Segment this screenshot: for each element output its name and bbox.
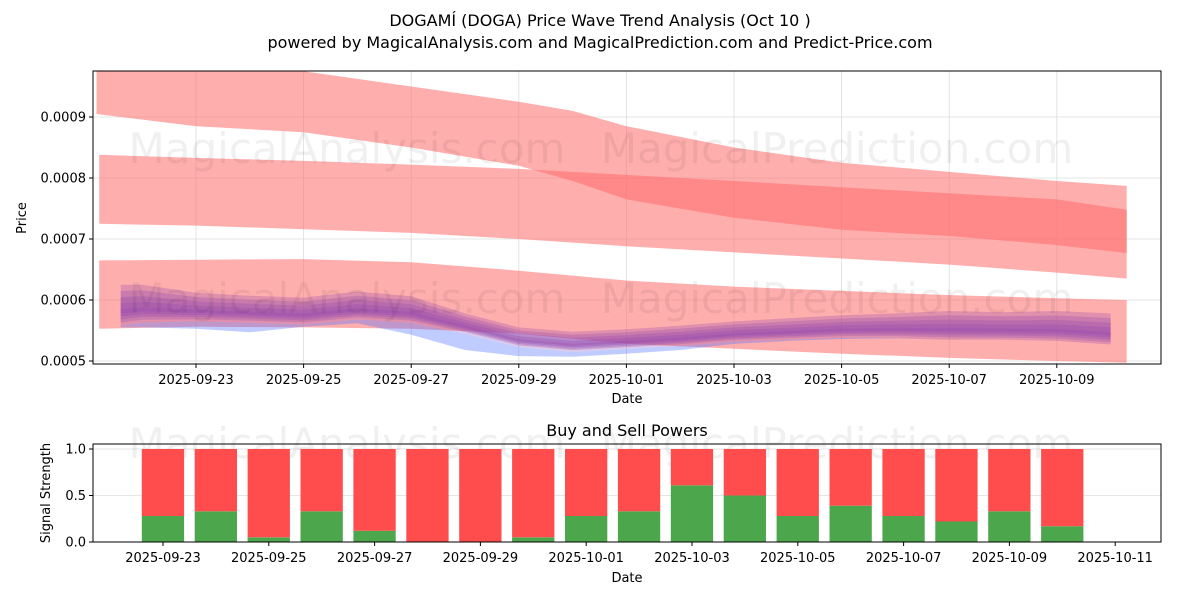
wave-low-area [120, 319, 1111, 357]
sell-bar [776, 449, 819, 516]
y-tick-label: 0.0007 [41, 233, 87, 248]
sell-bar [300, 449, 343, 512]
wave-area [120, 284, 1111, 352]
x-tick-label: 2025-09-25 [231, 551, 307, 566]
buy-bar [512, 537, 555, 543]
sell-bar [617, 449, 661, 512]
x-tick-label: 2025-10-05 [760, 551, 836, 566]
y-tick-label: 0.0009 [41, 111, 87, 126]
sell-bar [565, 449, 608, 516]
buy-bar [353, 530, 396, 542]
buy-bar [300, 511, 343, 542]
buy-sell-chart: MagicalAnalysis.com MagicalPrediction.com… [39, 419, 1162, 586]
x-tick-label: 2025-09-27 [373, 373, 449, 388]
middle-band [99, 154, 1127, 279]
wave-area [120, 296, 1111, 349]
sell-bar [353, 449, 396, 531]
sell-bar [194, 449, 237, 512]
buy-bar [141, 516, 185, 542]
price-chart: MagicalAnalysis.com MagicalPrediction.com… [15, 70, 1162, 407]
y-axis-label: Price [15, 202, 30, 234]
x-axis-label: Date [611, 571, 642, 586]
buy-bar [776, 516, 819, 542]
x-tick-label: 2025-09-23 [125, 551, 201, 566]
chart-title: DOGAMÍ (DOGA) Price Wave Trend Analysis … [389, 11, 811, 30]
buy-bar [723, 495, 766, 542]
plot-frame [92, 70, 1162, 365]
buy-bar [617, 511, 661, 542]
y-tick-label: 1.0 [65, 443, 86, 458]
x-tick-label: 2025-10-07 [911, 373, 987, 388]
x-axis-label: Date [611, 392, 642, 407]
sell-bar [935, 449, 978, 522]
y-tick-label: 0.5 [65, 489, 86, 504]
sell-bar [723, 449, 766, 496]
x-tick-label: 2025-09-27 [337, 551, 413, 566]
x-tick-label: 2025-10-01 [548, 551, 624, 566]
sell-bar [512, 449, 555, 538]
sell-bar [459, 449, 502, 542]
buy-bar [1041, 526, 1084, 542]
sell-bar [670, 449, 714, 486]
x-tick-label: 2025-10-01 [589, 373, 665, 388]
buy-bar [882, 516, 925, 542]
buy-bar [829, 505, 872, 542]
y-tick-label: 0.0005 [41, 355, 87, 370]
sell-bar [141, 449, 185, 516]
y-axis-label: Signal Strength [39, 443, 54, 543]
wave-area [120, 301, 1111, 348]
sell-bar [406, 449, 449, 542]
x-tick-label: 2025-10-09 [1019, 373, 1095, 388]
y-tick-label: 0.0 [65, 536, 86, 551]
watermark: MagicalPrediction.com [601, 124, 1074, 173]
watermark: MagicalPrediction.com [601, 274, 1074, 323]
x-tick-label: 2025-10-03 [654, 551, 730, 566]
y-tick-label: 0.0006 [41, 294, 87, 309]
buy-sell-title: Buy and Sell Powers [546, 421, 708, 440]
sell-bar [988, 449, 1031, 512]
y-tick-label: 0.0008 [41, 172, 87, 187]
x-tick-label: 2025-09-29 [443, 551, 519, 566]
x-tick-label: 2025-09-23 [158, 373, 234, 388]
wave-area [120, 307, 1111, 346]
x-tick-label: 2025-10-11 [1077, 551, 1153, 566]
buy-bar [565, 516, 608, 542]
buy-bar [247, 537, 290, 543]
x-tick-label: 2025-10-09 [972, 551, 1048, 566]
watermark: MagicalAnalysis.com [129, 124, 566, 173]
sell-bar [829, 449, 872, 506]
sell-bar [1041, 449, 1084, 527]
buy-bar [935, 521, 978, 542]
buy-bar [988, 511, 1031, 542]
wave-area [120, 290, 1111, 351]
x-tick-label: 2025-10-05 [804, 373, 880, 388]
sell-bar [882, 449, 925, 516]
chart-subtitle: powered by MagicalAnalysis.com and Magic… [267, 33, 933, 52]
buy-bar [194, 511, 237, 542]
watermark: MagicalAnalysis.com [129, 274, 566, 323]
x-tick-label: 2025-09-29 [481, 373, 557, 388]
lower-band [99, 259, 1127, 363]
buy-bar [670, 485, 714, 542]
plot-frame [92, 443, 1162, 543]
x-tick-label: 2025-09-25 [266, 373, 342, 388]
plot-area: MagicalAnalysis.com MagicalPrediction.com… [96, 71, 1127, 363]
x-tick-label: 2025-10-03 [696, 373, 772, 388]
sell-bar [247, 449, 290, 538]
x-tick-label: 2025-10-07 [866, 551, 942, 566]
